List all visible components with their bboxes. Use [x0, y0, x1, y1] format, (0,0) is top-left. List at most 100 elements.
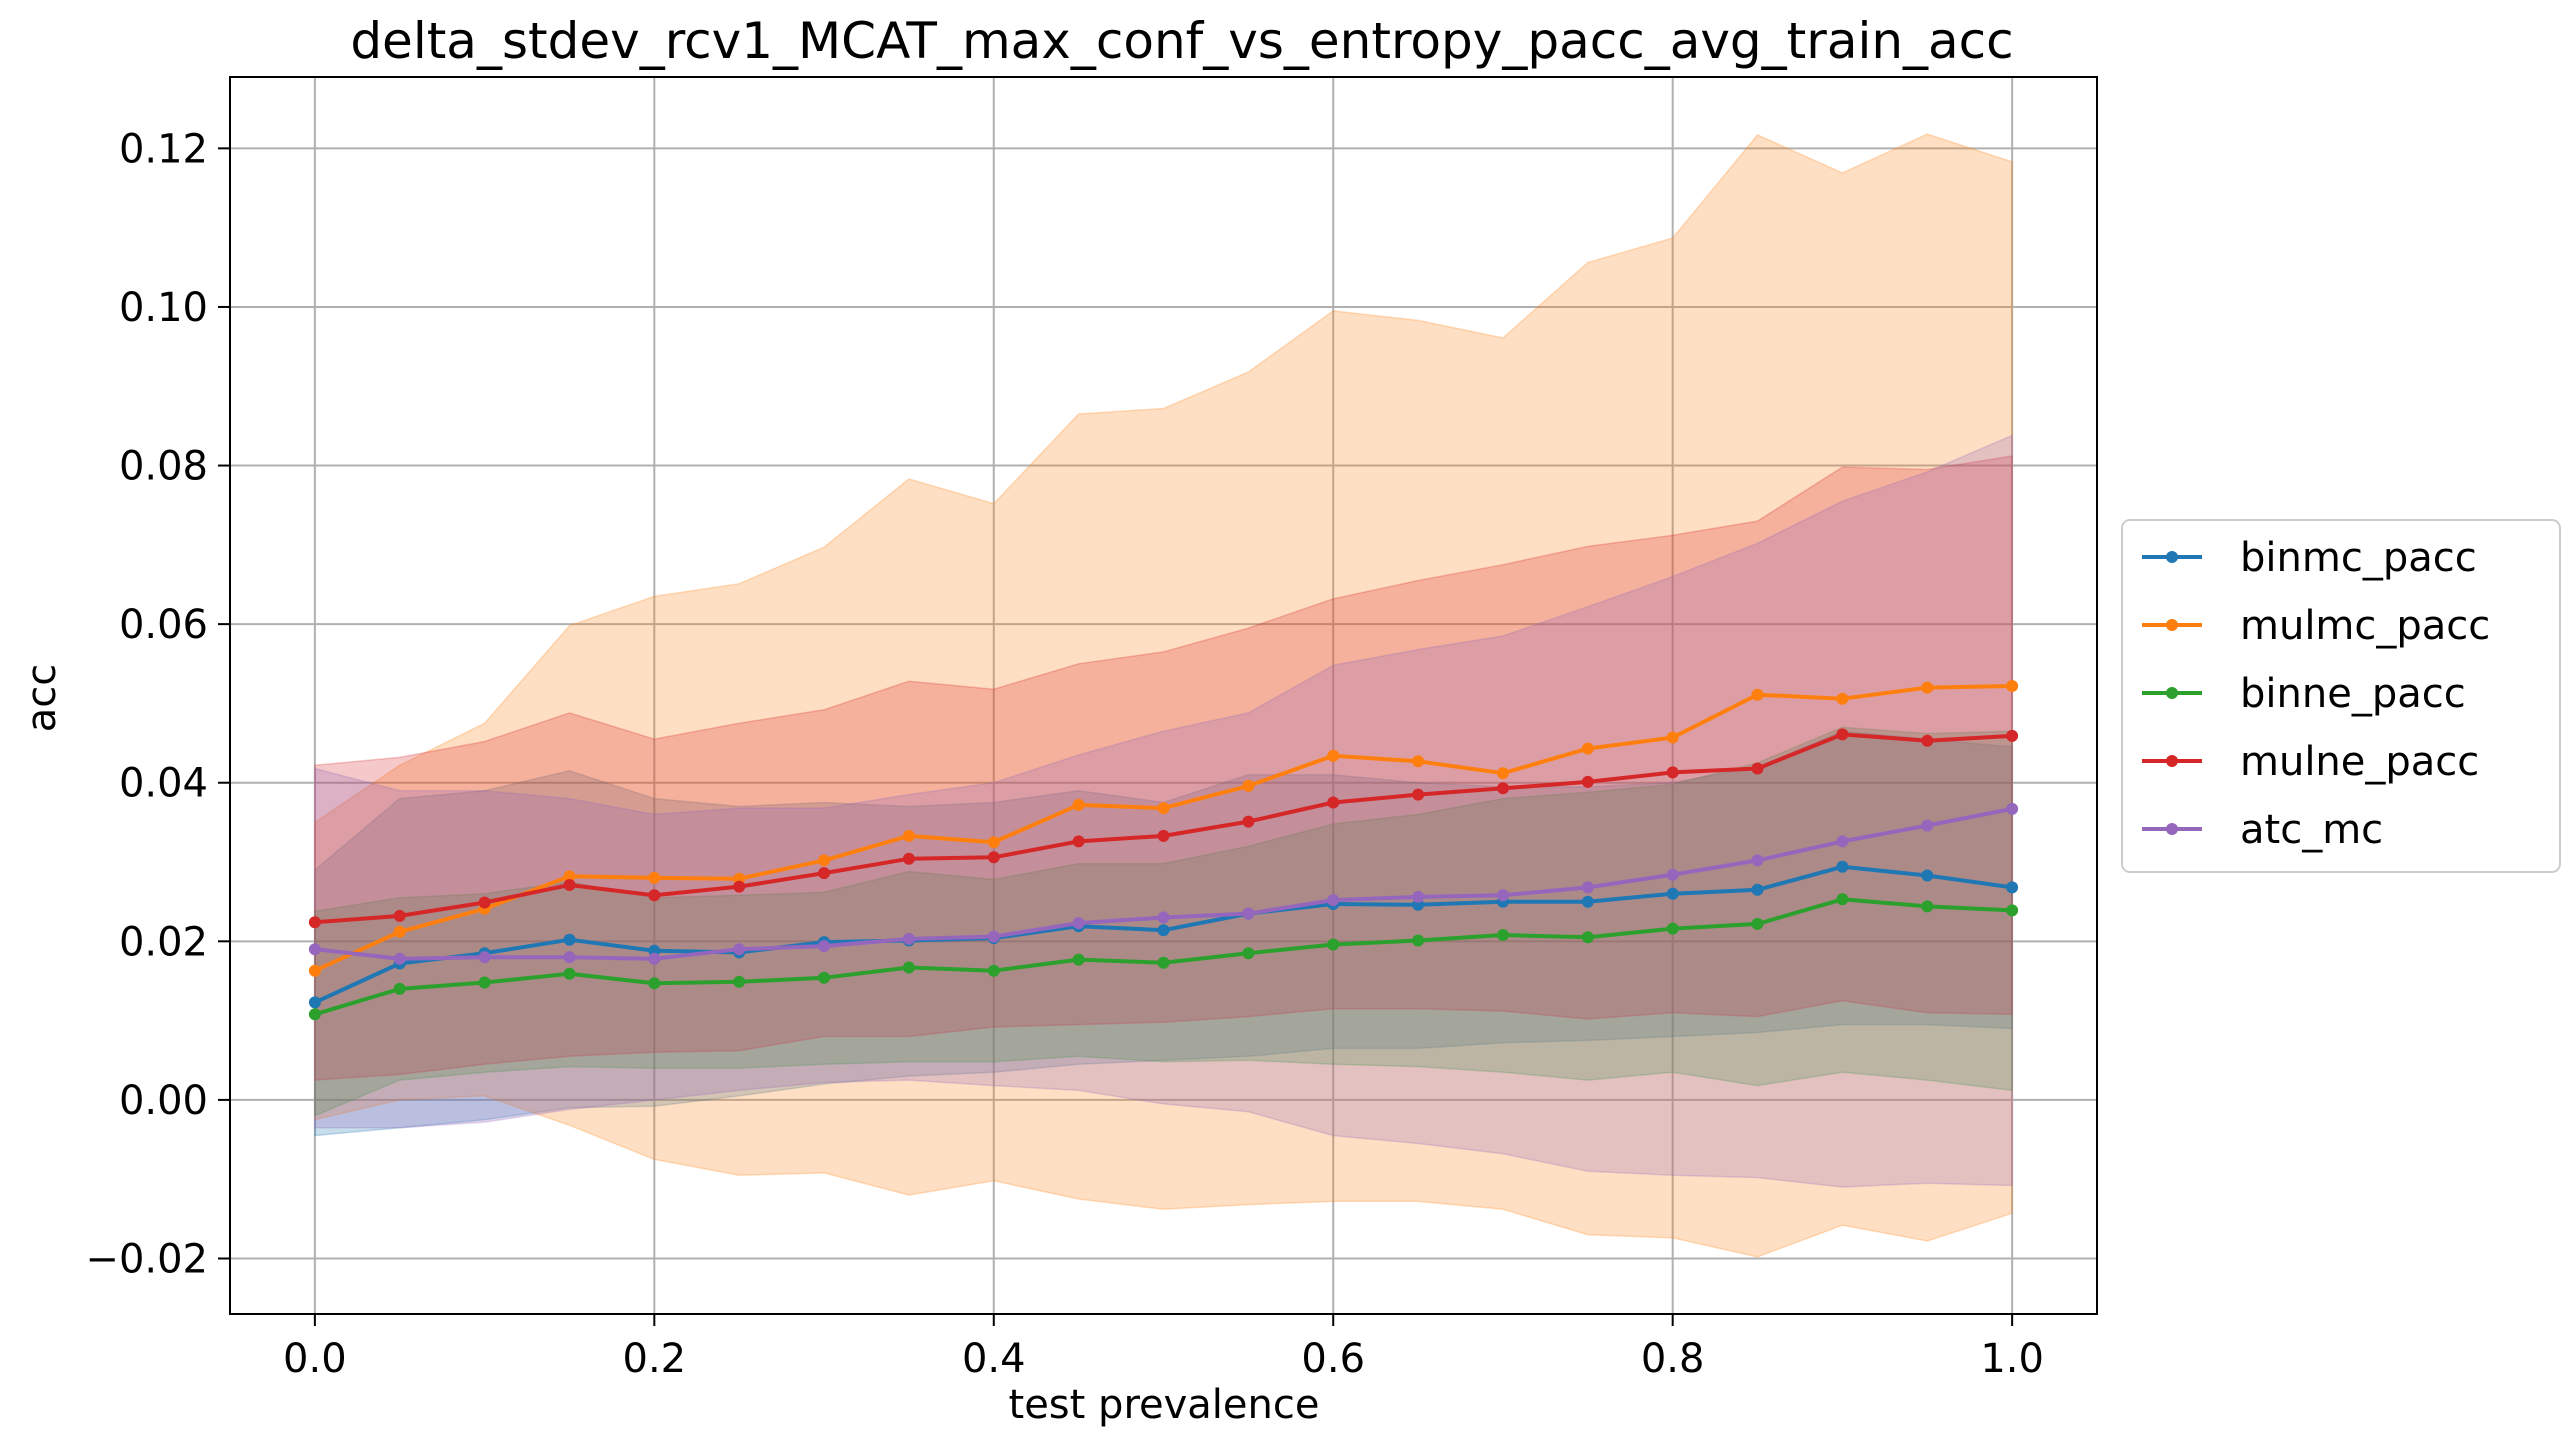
plot-frame	[229, 76, 2098, 1315]
mulmc_pacc-point	[902, 829, 915, 842]
binmc_pacc-point	[1921, 869, 1934, 882]
mulne_pacc-band	[314, 455, 2013, 1081]
mulmc_pacc-point	[563, 870, 576, 883]
mulne_pacc-point	[902, 852, 915, 865]
binne_pacc-point	[1751, 917, 1764, 930]
atc_mc-point	[1242, 907, 1255, 920]
binne_pacc-point	[1157, 956, 1170, 969]
binmc_pacc-point	[308, 996, 321, 1009]
mulmc_pacc-point	[1412, 755, 1425, 768]
mulne_pacc-point	[1751, 762, 1764, 775]
mulmc_pacc-point	[393, 925, 406, 938]
atc_mc-point	[1072, 917, 1085, 930]
mulne_pacc-point	[1242, 815, 1255, 828]
mulmc_pacc-point	[1836, 692, 1849, 705]
legend-marker-binmc_pacc	[2166, 551, 2178, 563]
legend-label-mulmc_pacc: mulmc_pacc	[2240, 603, 2490, 649]
mulne_pacc-point	[1666, 766, 1679, 779]
y-axis-label: acc	[19, 664, 65, 733]
mulmc_pacc-point	[818, 854, 830, 867]
binne_pacc-point	[1072, 953, 1085, 966]
x-axis-label: test prevalence	[1009, 1382, 1320, 1428]
x-tick-label: 0.4	[962, 1336, 1026, 1382]
series-lines	[308, 680, 2019, 1021]
grid	[230, 77, 2097, 1314]
binne_pacc-point	[2006, 904, 2019, 917]
atc_mc-point	[1666, 868, 1679, 881]
mulne_pacc-point	[478, 896, 491, 909]
y-tick-label: 0.12	[119, 126, 208, 172]
mulmc_pacc-point	[1581, 742, 1594, 755]
binne_pacc-point	[648, 977, 661, 990]
binne_pacc-point	[1921, 900, 1934, 913]
binne_pacc-point	[1412, 934, 1425, 947]
mulne_pacc-point	[648, 889, 661, 902]
x-axis: 0.0 0.2 0.4 0.6 0.8 1.0	[283, 1314, 2044, 1382]
atc_mc-point	[1497, 889, 1509, 902]
mulne_pacc-point	[1581, 775, 1594, 788]
mulmc_pacc-point	[1666, 731, 1679, 744]
mulne_pacc-point	[563, 879, 576, 891]
atc_mc-point	[1836, 835, 1849, 848]
mulmc_pacc-point	[1242, 779, 1255, 792]
mulmc_pacc-point	[648, 871, 661, 884]
legend-marker-binne_pacc	[2166, 687, 2178, 699]
y-tick-label: 0.04	[119, 761, 208, 807]
legend: binmc_pacc mulmc_pacc binne_pacc mulne_pacc…	[2121, 519, 2561, 873]
binne_pacc-point	[1327, 938, 1340, 951]
mulne_pacc-point	[1412, 788, 1425, 801]
binne_pacc-point	[393, 982, 406, 995]
legend-marker-mulne_pacc	[2166, 755, 2178, 767]
mulne_pacc-point	[733, 880, 746, 893]
mulmc_pacc-point	[1157, 802, 1170, 815]
y-tick-label: 0.06	[119, 602, 208, 648]
atc_mc-point	[1412, 890, 1425, 903]
mulmc_pacc-point	[987, 836, 1000, 849]
mulne_pacc-point	[1836, 728, 1849, 741]
mulne_pacc-point	[2006, 729, 2019, 742]
binmc_pacc-point	[563, 933, 576, 946]
atc_mc-point	[393, 952, 406, 965]
mulmc_pacc-point	[2006, 680, 2019, 692]
x-tick-label: 0.2	[623, 1336, 687, 1382]
binne_pacc-point	[563, 967, 576, 980]
mulmc_pacc-point	[1497, 767, 1509, 780]
mulmc_pacc-point	[308, 964, 321, 977]
binne_pacc-point	[478, 976, 491, 989]
atc_mc-point	[818, 940, 830, 953]
legend-label-binmc_pacc: binmc_pacc	[2240, 535, 2477, 581]
binne_pacc-point	[1242, 947, 1255, 960]
binne_pacc-point	[987, 964, 1000, 977]
atc_mc-point	[733, 943, 746, 956]
y-tick-label: 0.08	[119, 444, 208, 490]
binne_pacc-point	[733, 975, 746, 988]
mulmc_pacc-point	[1921, 681, 1934, 694]
mulne_pacc-point	[1921, 734, 1934, 747]
mulne_pacc-point	[818, 867, 830, 880]
legend-box	[2121, 519, 2561, 873]
chart-title: delta_stdev_rcv1_MCAT_max_conf_vs_entrop…	[350, 12, 2013, 70]
mulne_pacc-point	[1497, 782, 1509, 795]
atc_mc-point	[1327, 894, 1340, 907]
x-tick-label: 0.6	[1301, 1336, 1365, 1382]
binne_pacc-point	[1581, 931, 1594, 944]
y-tick-label: 0.02	[119, 919, 208, 965]
mulne_pacc-point	[1157, 829, 1170, 842]
binmc_pacc-point	[1157, 924, 1170, 937]
y-tick-label: 0.00	[119, 1078, 208, 1124]
legend-label-binne_pacc: binne_pacc	[2240, 671, 2466, 717]
atc_mc-point	[478, 951, 491, 964]
binne_pacc-point	[818, 971, 830, 984]
legend-label-atc_mc: atc_mc	[2240, 807, 2383, 853]
atc_mc-point	[2006, 802, 2019, 815]
atc_mc-point	[1751, 854, 1764, 867]
mulne_pacc-point	[987, 851, 1000, 864]
atc_mc-point	[987, 930, 1000, 943]
atc_mc-point	[1581, 881, 1594, 894]
mulne_pacc-point	[393, 909, 406, 922]
x-tick-label: 0.8	[1641, 1336, 1705, 1382]
atc_mc-point	[308, 943, 321, 956]
legend-marker-mulmc_pacc	[2166, 619, 2178, 631]
mulmc_pacc-point	[1072, 798, 1085, 811]
